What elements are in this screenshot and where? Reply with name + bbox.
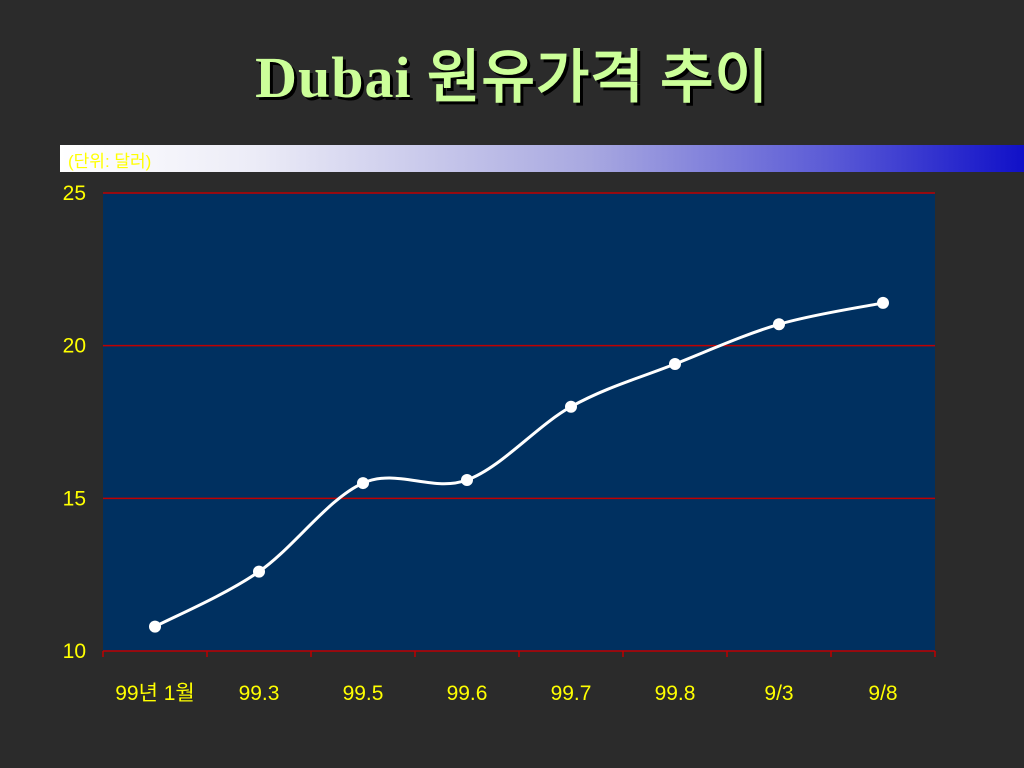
y-tick-labels: 10 15 20 25	[63, 182, 86, 663]
data-point	[461, 474, 473, 487]
grid-lines	[103, 192, 935, 652]
x-tick-label: 99년 1월	[115, 682, 195, 705]
x-tick-label: 99.5	[343, 682, 384, 705]
page-title: Dubai 원유가격 추이	[255, 45, 769, 110]
plot-area	[103, 193, 935, 651]
x-tick-labels: 99년 1월 99.3 99.5 99.6 99.7 99.8 9/3 9/8	[115, 682, 897, 705]
x-tick-label: 9/3	[764, 682, 793, 705]
y-tick-label: 10	[63, 640, 86, 663]
y-tick-label: 20	[63, 335, 86, 358]
x-tick-label: 99.7	[551, 682, 592, 705]
y-tick-label: 25	[63, 182, 86, 205]
x-tick-label: 9/8	[868, 682, 897, 705]
x-tick-label: 99.3	[239, 682, 280, 705]
data-point	[149, 620, 161, 633]
y-tick-label: 15	[63, 487, 86, 510]
x-tick-label: 99.8	[655, 682, 696, 705]
data-point	[565, 400, 577, 413]
series-line	[154, 301, 884, 628]
x-tick-marks	[102, 651, 936, 657]
data-point	[773, 318, 785, 331]
x-tick-label: 99.6	[447, 682, 488, 705]
unit-label: (단위: 달러)	[68, 152, 152, 171]
data-point	[253, 565, 265, 578]
data-point	[877, 296, 889, 309]
header-gradient-bar	[60, 145, 1024, 172]
data-point	[669, 357, 681, 370]
data-point	[357, 477, 369, 490]
data-markers	[149, 296, 889, 633]
